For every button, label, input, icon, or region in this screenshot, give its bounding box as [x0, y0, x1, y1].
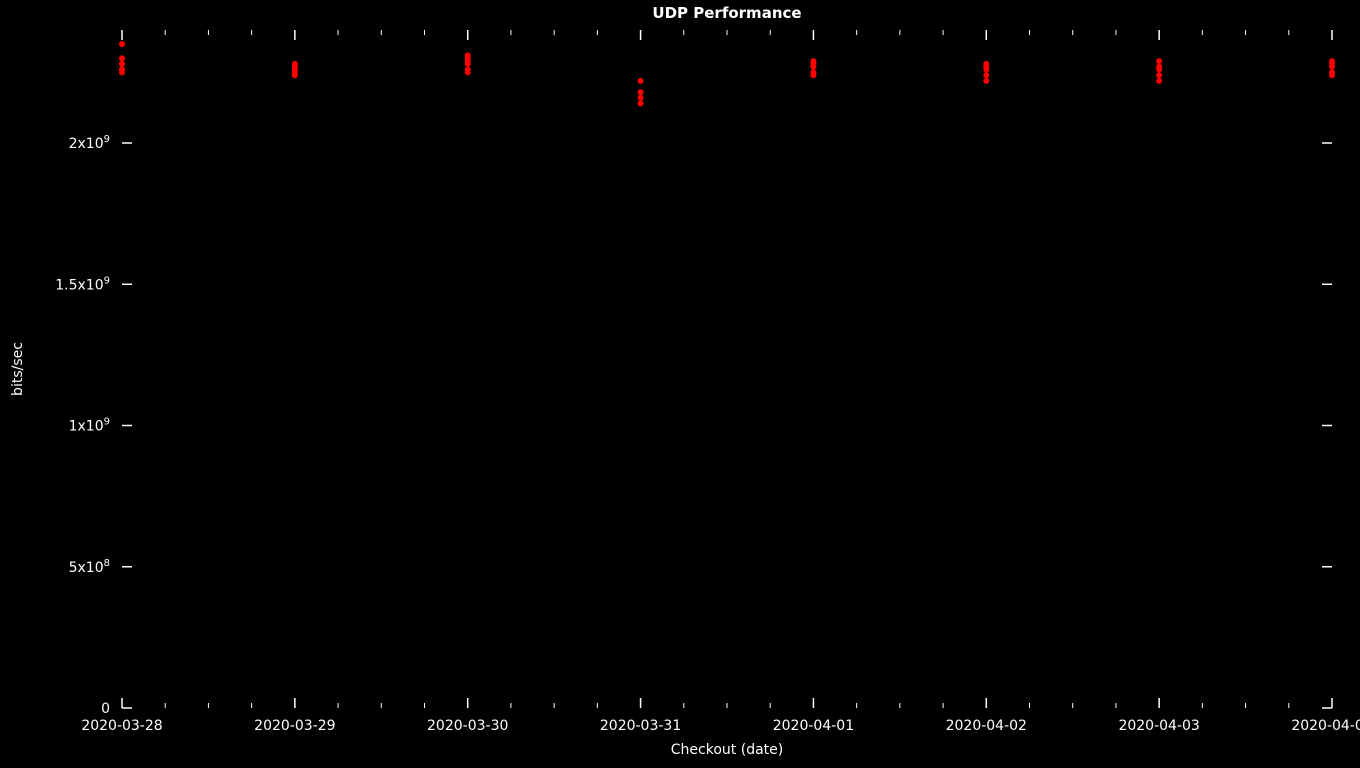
- x-tick-label: 2020-03-28: [81, 718, 162, 734]
- data-point: [638, 95, 644, 101]
- data-point: [1156, 78, 1162, 84]
- x-axis-label: Checkout (date): [671, 742, 783, 758]
- data-point: [465, 52, 471, 58]
- data-point: [292, 69, 298, 75]
- x-tick-label: 2020-03-31: [600, 718, 681, 734]
- x-tick-label: 2020-04-01: [773, 718, 854, 734]
- data-point: [638, 100, 644, 106]
- data-point: [983, 78, 989, 84]
- x-tick-label: 2020-04-03: [1118, 718, 1199, 734]
- x-tick-label: 2020-04-02: [946, 718, 1027, 734]
- data-point: [119, 55, 125, 61]
- data-point: [119, 61, 125, 67]
- data-point: [1156, 72, 1162, 78]
- x-tick-label: 2020-03-29: [254, 718, 335, 734]
- chart-background: [0, 0, 1360, 768]
- data-point: [1329, 72, 1335, 78]
- y-axis-label: bits/sec: [10, 342, 26, 396]
- data-point: [465, 69, 471, 75]
- data-point: [465, 58, 471, 64]
- data-point: [119, 41, 125, 47]
- data-point: [983, 72, 989, 78]
- data-point: [810, 72, 816, 78]
- data-point: [638, 89, 644, 95]
- data-point: [638, 78, 644, 84]
- data-point: [292, 64, 298, 70]
- x-tick-label: 2020-03-30: [427, 718, 508, 734]
- data-point: [119, 69, 125, 75]
- x-tick-label: 2020-04-04: [1291, 718, 1360, 734]
- udp-performance-chart: UDP Performance 2020-03-28 2020-03-29 2020-…: [0, 0, 1360, 768]
- data-point: [810, 61, 816, 67]
- data-point: [983, 64, 989, 70]
- chart-title: UDP Performance: [652, 4, 801, 22]
- data-point: [1329, 61, 1335, 67]
- data-point: [1156, 58, 1162, 64]
- y-tick-label: 0: [101, 701, 110, 717]
- data-point: [1156, 67, 1162, 73]
- y-tick-label: 1.5x109: [55, 275, 110, 293]
